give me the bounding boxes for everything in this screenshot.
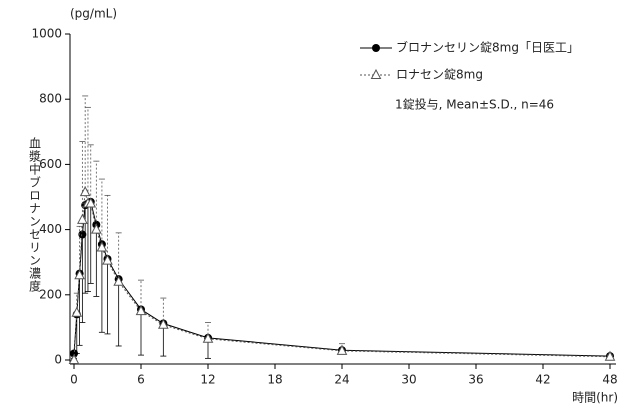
data-point [71,306,83,317]
data-point [96,241,108,252]
y-tick-label: 1000 [31,27,62,41]
data-point [70,349,78,358]
legend-label: ブロナンセリン錠8mg「日医工」 [396,40,579,55]
data-point [77,213,88,224]
series-line [73,201,611,357]
y-axis-label: 血漿中ブロナンセリン濃度 [28,137,42,293]
series-line [73,191,611,361]
data-point [604,350,616,361]
x-tick-label: 48 [602,373,617,387]
annotation: 1錠投与, Mean±S.D., n=46 [395,97,554,112]
data-point [91,223,102,234]
y-tick-label: 600 [39,157,62,171]
x-tick-label: 0 [70,373,78,387]
y-unit: (pg/mL) [70,7,117,21]
data-point [158,318,169,329]
data-point [85,197,97,208]
data-point [78,230,87,239]
x-tick-label: 30 [401,373,416,387]
y-tick-label: 800 [39,92,62,106]
y-tick-label: 400 [39,222,62,236]
data-point [372,44,380,52]
y-tick-label: 200 [39,287,62,301]
x-axis-label: 時間(hr) [572,391,618,405]
x-tick-label: 18 [267,373,282,387]
data-point [202,332,214,343]
data-point [68,353,80,364]
x-tick-label: 12 [200,373,215,387]
data-point [74,269,85,280]
data-point [102,254,113,265]
x-tick-label: 36 [468,373,483,387]
data-point [370,68,382,79]
y-tick-label: 0 [54,353,62,367]
data-point [135,305,147,316]
x-tick-label: 24 [334,373,349,387]
x-tick-label: 6 [137,373,145,387]
data-point [336,344,348,355]
data-point [79,186,91,197]
legend-label: ロナセン錠8mg [396,67,483,82]
x-tick-label: 42 [535,373,550,387]
data-point [113,275,124,286]
